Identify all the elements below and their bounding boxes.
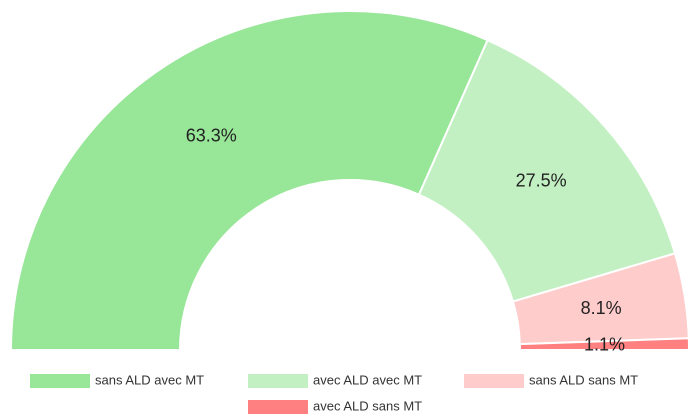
legend-swatch [30, 374, 90, 388]
legend-swatch [248, 400, 308, 414]
slice [9, 10, 489, 351]
legend-swatch [464, 374, 524, 388]
slice-label: 1.1% [584, 334, 625, 354]
slice [417, 38, 677, 303]
legend-label: avec ALD avec MT [313, 372, 422, 387]
legend-label: sans ALD sans MT [529, 372, 638, 387]
slice-label: 27.5% [516, 171, 567, 191]
legend-swatch [248, 374, 308, 388]
slice-label: 8.1% [581, 298, 622, 318]
slice-label: 63.3% [186, 125, 237, 145]
legend-label: avec ALD sans MT [313, 398, 422, 413]
legend-label: sans ALD avec MT [95, 372, 204, 387]
